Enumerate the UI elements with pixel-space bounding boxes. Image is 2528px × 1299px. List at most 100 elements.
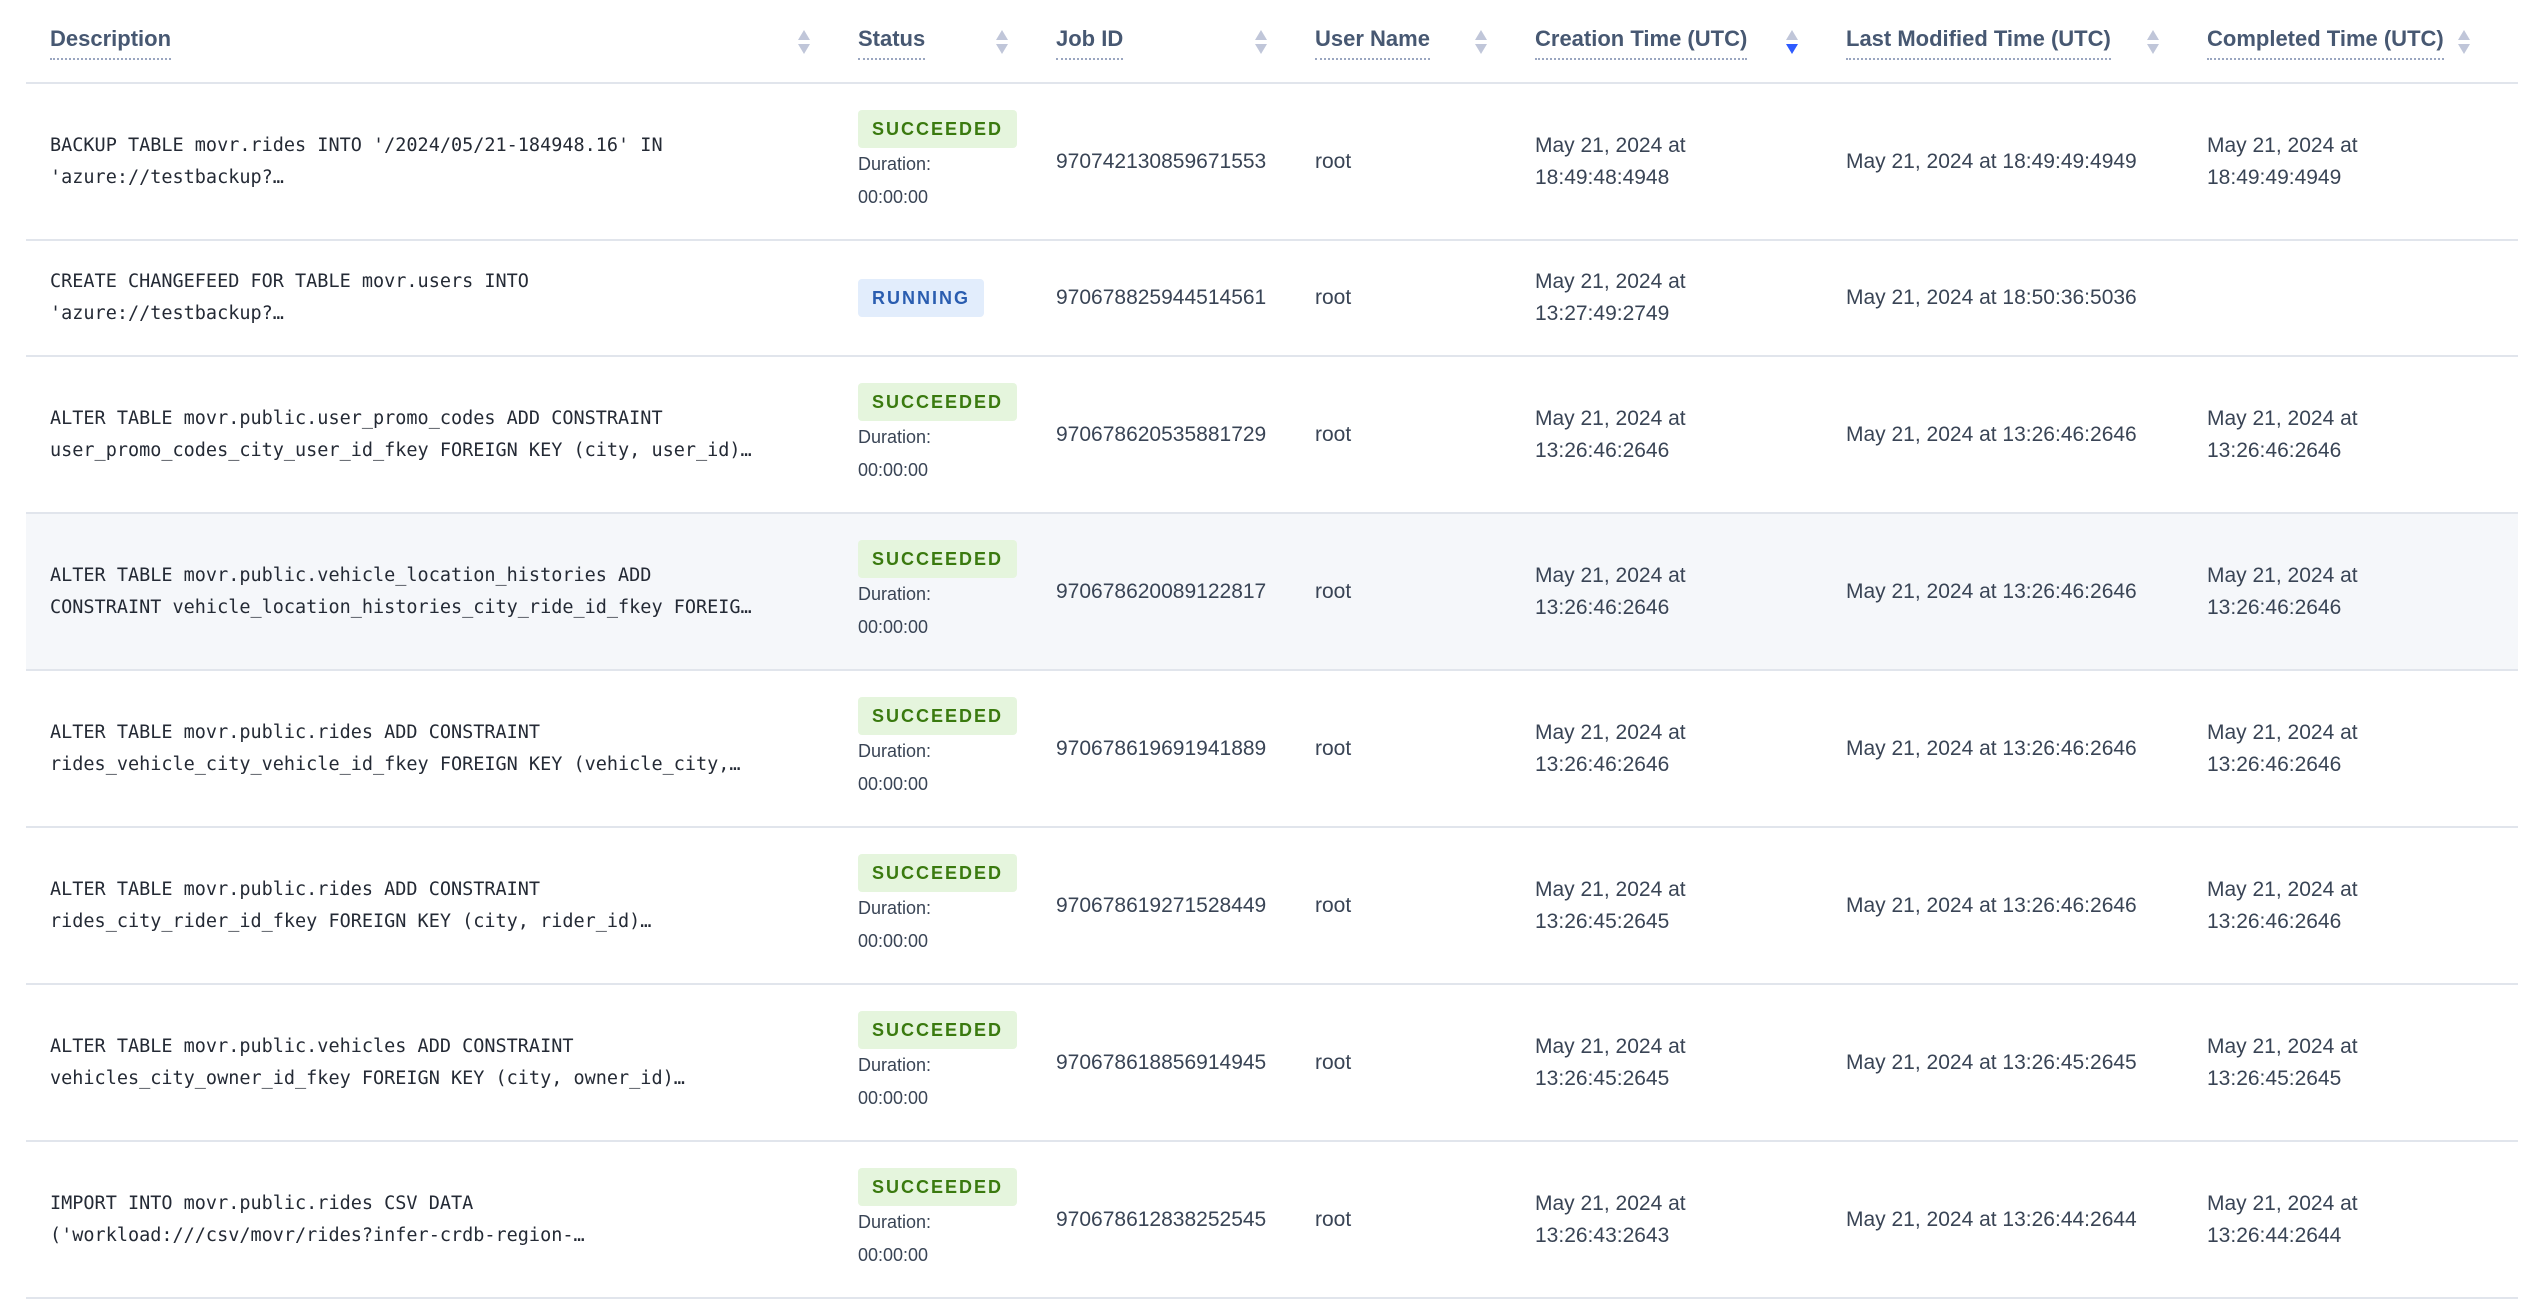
duration-value: 00:00:00 xyxy=(858,1087,929,1108)
completed-time: 13:26:46:2646 xyxy=(2207,438,2342,462)
job-id-cell[interactable]: 970678620535881729 xyxy=(1056,422,1267,446)
last-modified-time-cell: May 21, 2024 at 13:26:46:2646 xyxy=(1846,422,2137,446)
jobs-table: Description Status Job ID User Name Crea… xyxy=(26,0,2518,1299)
description-cell[interactable]: BACKUP TABLE movr.rides INTO '/2024/05/2… xyxy=(26,130,858,194)
duration-value: 00:00:00 xyxy=(858,1244,929,1265)
table-row[interactable]: ALTER TABLE movr.public.user_promo_codes… xyxy=(26,357,2518,514)
user-name-cell: root xyxy=(1315,149,1352,173)
creation-date: May 21, 2024 at xyxy=(1535,1191,1686,1215)
description-cell[interactable]: ALTER TABLE movr.public.rides ADD CONSTR… xyxy=(26,717,858,781)
column-header-label[interactable]: Creation Time (UTC) xyxy=(1535,23,1748,60)
duration-label: Duration: xyxy=(858,583,932,604)
creation-date: May 21, 2024 at xyxy=(1535,563,1686,587)
job-id-cell[interactable]: 970678612838252545 xyxy=(1056,1207,1267,1231)
completed-time-cell: May 21, 2024 at 13:26:46:2646 xyxy=(2207,560,2518,624)
status-cell: SUCCEEDED Duration: 00:00:00 xyxy=(858,539,1056,644)
column-header-label[interactable]: Status xyxy=(858,23,926,60)
status-badge: SUCCEEDED xyxy=(858,853,1018,892)
completed-time: 18:49:49:4949 xyxy=(2207,165,2342,189)
job-id-cell[interactable]: 970678618856914945 xyxy=(1056,1050,1267,1074)
sort-icon[interactable] xyxy=(2147,30,2159,54)
status-badge: SUCCEEDED xyxy=(858,109,1018,148)
creation-time-cell: May 21, 2024 at 13:26:46:2646 xyxy=(1535,560,1846,624)
creation-time-cell: May 21, 2024 at 13:26:46:2646 xyxy=(1535,403,1846,467)
description-cell[interactable]: ALTER TABLE movr.public.vehicle_location… xyxy=(26,560,858,624)
table-row[interactable]: BACKUP TABLE movr.rides INTO '/2024/05/2… xyxy=(26,84,2518,241)
user-name-cell: root xyxy=(1315,286,1352,309)
sort-icon[interactable] xyxy=(798,30,810,54)
job-id-cell[interactable]: 970678619271528449 xyxy=(1056,893,1267,917)
job-id-cell[interactable]: 970678619691941889 xyxy=(1056,736,1267,760)
table-row[interactable]: IMPORT INTO movr.public.rides CSV DATA ('… xyxy=(26,1142,2518,1299)
status-cell: SUCCEEDED Duration: 00:00:00 xyxy=(858,1167,1056,1272)
user-name-cell: root xyxy=(1315,893,1352,917)
description-cell[interactable]: ALTER TABLE movr.public.vehicles ADD CON… xyxy=(26,1031,858,1095)
job-id-cell[interactable]: 970742130859671553 xyxy=(1056,149,1267,173)
last-modified-time-cell: May 21, 2024 at 13:26:44:2644 xyxy=(1846,1207,2137,1231)
last-modified-time-cell: May 21, 2024 at 13:26:46:2646 xyxy=(1846,736,2137,760)
sort-icon[interactable] xyxy=(1255,30,1267,54)
table-body: BACKUP TABLE movr.rides INTO '/2024/05/2… xyxy=(26,84,2518,1299)
description-cell[interactable]: ALTER TABLE movr.public.user_promo_codes… xyxy=(26,403,858,467)
sort-descending-icon xyxy=(996,44,1008,54)
description-line: ('workload:///csv/movr/rides?infer-crdb-… xyxy=(50,1224,585,1246)
user-name-cell: root xyxy=(1315,736,1352,760)
sort-icon[interactable] xyxy=(1475,30,1487,54)
description-cell[interactable]: ALTER TABLE movr.public.rides ADD CONSTR… xyxy=(26,874,858,938)
completed-time-cell: May 21, 2024 at 13:26:46:2646 xyxy=(2207,403,2518,467)
completed-date: May 21, 2024 at xyxy=(2207,406,2358,430)
description-line: CREATE CHANGEFEED FOR TABLE movr.users I… xyxy=(50,271,529,292)
last-modified-time-cell: May 21, 2024 at 18:49:49:4949 xyxy=(1846,149,2137,173)
creation-time-cell: May 21, 2024 at 13:26:43:2643 xyxy=(1535,1188,1846,1252)
creation-time: 13:27:49:2749 xyxy=(1535,302,1670,325)
table-row[interactable]: ALTER TABLE movr.public.rides ADD CONSTR… xyxy=(26,671,2518,828)
description-cell[interactable]: IMPORT INTO movr.public.rides CSV DATA ('… xyxy=(26,1188,858,1252)
table-header: Description Status Job ID User Name Crea… xyxy=(26,0,2518,84)
sort-descending-icon xyxy=(798,44,810,54)
table-row[interactable]: ALTER TABLE movr.public.rides ADD CONSTR… xyxy=(26,828,2518,985)
description-line: rides_city_rider_id_fkey FOREIGN KEY (ci… xyxy=(50,910,652,932)
description-cell[interactable]: CREATE CHANGEFEED FOR TABLE movr.users I… xyxy=(26,266,858,330)
column-header-label[interactable]: User Name xyxy=(1315,23,1430,60)
column-header-completed-time-utc[interactable]: Completed Time (UTC) xyxy=(2207,0,2518,82)
column-header-last-modified-time-utc[interactable]: Last Modified Time (UTC) xyxy=(1846,0,2207,82)
completed-time: 13:26:44:2644 xyxy=(2207,1223,2342,1247)
column-header-creation-time-utc[interactable]: Creation Time (UTC) xyxy=(1535,0,1846,82)
column-header-label[interactable]: Last Modified Time (UTC) xyxy=(1846,23,2111,60)
completed-time: 13:26:46:2646 xyxy=(2207,909,2342,933)
column-header-user-name[interactable]: User Name xyxy=(1315,0,1535,82)
sort-icon[interactable] xyxy=(1786,30,1798,54)
job-id-cell[interactable]: 970678620089122817 xyxy=(1056,579,1267,603)
table-row[interactable]: ALTER TABLE movr.public.vehicle_location… xyxy=(26,514,2518,671)
creation-date: May 21, 2024 at xyxy=(1535,133,1686,157)
column-header-status[interactable]: Status xyxy=(858,0,1056,82)
description-line: vehicles_city_owner_id_fkey FOREIGN KEY … xyxy=(50,1067,685,1089)
user-name-cell: root xyxy=(1315,579,1352,603)
column-header-job-id[interactable]: Job ID xyxy=(1056,0,1315,82)
completed-date: May 21, 2024 at xyxy=(2207,720,2358,744)
sort-ascending-icon xyxy=(1475,30,1487,40)
column-header-description[interactable]: Description xyxy=(26,0,858,82)
status-badge: SUCCEEDED xyxy=(858,1167,1018,1206)
column-header-label[interactable]: Completed Time (UTC) xyxy=(2207,23,2444,60)
sort-icon[interactable] xyxy=(2458,30,2470,54)
status-badge: SUCCEEDED xyxy=(858,696,1018,735)
table-row[interactable]: CREATE CHANGEFEED FOR TABLE movr.users I… xyxy=(26,241,2518,357)
user-name-cell: root xyxy=(1315,1050,1352,1074)
last-modified-time-cell: May 21, 2024 at 13:26:46:2646 xyxy=(1846,893,2137,917)
sort-ascending-icon xyxy=(2147,30,2159,40)
creation-date: May 21, 2024 at xyxy=(1535,270,1686,293)
duration-value: 00:00:00 xyxy=(858,459,929,480)
creation-time: 13:26:43:2643 xyxy=(1535,1223,1670,1247)
duration-value: 00:00:00 xyxy=(858,773,929,794)
job-id-cell[interactable]: 970678825944514561 xyxy=(1056,286,1267,309)
column-header-label[interactable]: Description xyxy=(50,23,172,60)
sort-icon[interactable] xyxy=(996,30,1008,54)
table-row[interactable]: ALTER TABLE movr.public.vehicles ADD CON… xyxy=(26,985,2518,1142)
sort-ascending-icon xyxy=(1786,30,1798,40)
completed-date: May 21, 2024 at xyxy=(2207,563,2358,587)
column-header-label[interactable]: Job ID xyxy=(1056,23,1124,60)
sort-descending-icon xyxy=(1255,44,1267,54)
status-badge: SUCCEEDED xyxy=(858,382,1018,421)
creation-time: 13:26:46:2646 xyxy=(1535,595,1670,619)
